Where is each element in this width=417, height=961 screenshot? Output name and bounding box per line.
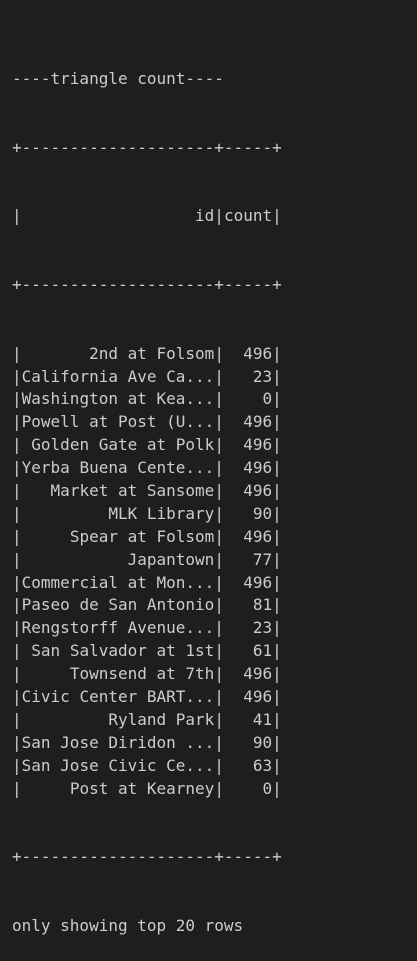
row-id: Washington at Kea... bbox=[21, 389, 215, 409]
table-row: | Townsend at 7th| 496| bbox=[12, 664, 282, 684]
row-id: Rengstorff Avenue... bbox=[21, 618, 215, 638]
table-row: |Yerba Buena Cente...| 496| bbox=[12, 458, 282, 478]
row-id: Powell at Post (U... bbox=[21, 412, 215, 432]
row-count: 496 bbox=[243, 480, 273, 500]
table-row: |California Ave Ca...| 23| bbox=[12, 366, 282, 386]
triangle-count-header: ----triangle count---- bbox=[12, 68, 224, 88]
table-row: | MLK Library| 90| bbox=[12, 503, 282, 523]
row-id: Civic Center BART... bbox=[21, 686, 215, 706]
table-row: | Golden Gate at Polk| 496| bbox=[12, 435, 282, 455]
row-id: California Ave Ca... bbox=[21, 366, 215, 386]
table-row: |Civic Center BART...| 496| bbox=[12, 686, 282, 706]
table-row: |San Jose Civic Ce...| 63| bbox=[12, 755, 282, 775]
row-count: 496 bbox=[243, 664, 273, 684]
row-id: MLK Library bbox=[108, 503, 215, 523]
row-id: Spear at Folsom bbox=[69, 526, 215, 546]
row-id: Market at Sansome bbox=[50, 480, 215, 500]
row-count: 90 bbox=[252, 732, 273, 752]
row-id: Golden Gate at Polk bbox=[31, 435, 215, 455]
row-id: 2nd at Folsom bbox=[89, 343, 215, 363]
row-id: San Jose Civic Ce... bbox=[21, 755, 215, 775]
rows-shown-note: only showing top 20 rows bbox=[12, 915, 244, 935]
table-row: | Japantown| 77| bbox=[12, 549, 282, 569]
terminal-output: ----triangle count---- +----------------… bbox=[12, 68, 282, 935]
table-row: |Commercial at Mon...| 496| bbox=[12, 572, 282, 592]
row-id: Yerba Buena Cente... bbox=[21, 458, 215, 478]
row-count: 496 bbox=[243, 526, 273, 546]
table-row: |Washington at Kea...| 0| bbox=[12, 389, 282, 409]
table-row: | 2nd at Folsom| 496| bbox=[12, 343, 282, 363]
table-bottom-border: +--------------------+-----+ bbox=[12, 847, 282, 867]
row-id: Commercial at Mon... bbox=[21, 572, 215, 592]
table-row: | Spear at Folsom| 496| bbox=[12, 526, 282, 546]
row-count: 81 bbox=[252, 595, 273, 615]
row-id: Ryland Park bbox=[108, 709, 215, 729]
table-row: | Market at Sansome| 496| bbox=[12, 480, 282, 500]
table-row: |Powell at Post (U...| 496| bbox=[12, 412, 282, 432]
row-count: 41 bbox=[252, 709, 273, 729]
id-column-header: id bbox=[195, 206, 215, 226]
row-count: 496 bbox=[243, 572, 273, 592]
row-id: Townsend at 7th bbox=[69, 664, 215, 684]
table-row: |San Jose Diridon ...| 90| bbox=[12, 732, 282, 752]
row-count: 496 bbox=[243, 458, 273, 478]
table-row: | San Salvador at 1st| 61| bbox=[12, 641, 282, 661]
row-count: 496 bbox=[243, 343, 273, 363]
row-id: San Salvador at 1st bbox=[31, 641, 215, 661]
table-row: |Paseo de San Antonio| 81| bbox=[12, 595, 282, 615]
table-row: | Ryland Park| 41| bbox=[12, 709, 282, 729]
row-count: 63 bbox=[252, 755, 273, 775]
table-row: | Post at Kearney| 0| bbox=[12, 778, 282, 798]
row-id: Post at Kearney bbox=[69, 778, 215, 798]
table-top-border: +--------------------+-----+ bbox=[12, 137, 282, 157]
row-id: San Jose Diridon ... bbox=[21, 732, 215, 752]
table-row: |Rengstorff Avenue...| 23| bbox=[12, 618, 282, 638]
row-id: Japantown bbox=[127, 549, 215, 569]
table-column-header: | id|count| bbox=[12, 206, 282, 226]
row-count: 496 bbox=[243, 686, 273, 706]
table-header-border: +--------------------+-----+ bbox=[12, 274, 282, 294]
row-count: 496 bbox=[243, 435, 273, 455]
row-count: 0 bbox=[262, 778, 273, 798]
row-id: Paseo de San Antonio bbox=[21, 595, 215, 615]
row-count: 23 bbox=[252, 366, 273, 386]
count-column-header: count bbox=[223, 206, 273, 226]
table-body: | 2nd at Folsom| 496| |California Ave Ca.… bbox=[12, 343, 417, 801]
row-count: 23 bbox=[252, 618, 273, 638]
row-count: 90 bbox=[252, 503, 273, 523]
row-count: 496 bbox=[243, 412, 273, 432]
row-count: 77 bbox=[252, 549, 273, 569]
row-count: 61 bbox=[252, 641, 273, 661]
row-count: 0 bbox=[262, 389, 273, 409]
